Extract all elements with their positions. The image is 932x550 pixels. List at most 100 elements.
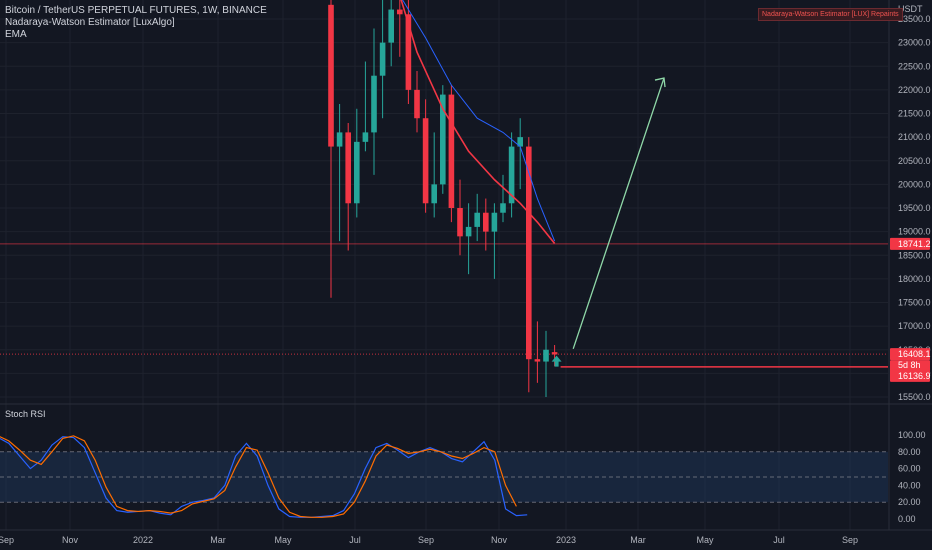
indicator-ema-label[interactable]: EMA: [5, 29, 27, 40]
chart-grid: [0, 0, 932, 531]
ema-line: [402, 0, 556, 242]
candle: [508, 132, 515, 218]
time-tick-label: Sep: [842, 535, 858, 545]
indicator-nadaraya-label[interactable]: Nadaraya-Watson Estimator [LuxAlgo]: [5, 17, 175, 28]
nadaraya-watson-line: [400, 0, 556, 244]
price-tick-label: 23000.0: [898, 38, 931, 48]
countdown-badge-bg: [890, 360, 930, 372]
candle: [440, 85, 446, 194]
price-tick-label: 20000.0: [898, 179, 931, 189]
time-tick-label: Nov: [62, 535, 79, 545]
last-price-badge-bg: [890, 348, 930, 361]
candle: [422, 99, 429, 213]
horizontal-levels: [0, 243, 888, 368]
price-tick-label: 21500.0: [898, 109, 931, 119]
stoch-rsi-axis: 100.00 80.00 60.00 40.00 20.00 0.00: [898, 430, 926, 524]
nadaraya-watson-path: [400, 0, 556, 244]
candle-body: [483, 212, 489, 232]
candle: [414, 70, 420, 133]
candle-body: [508, 146, 515, 204]
ema-path: [402, 0, 556, 242]
buy-signal-marker: [551, 355, 562, 367]
time-tick-label: Sep: [418, 535, 434, 545]
indicator-repaint-badge: Nadaraya-Watson Estimator [LUX] Repaints: [758, 8, 903, 21]
candle: [543, 330, 549, 397]
price-tick-label: 22000.0: [898, 85, 931, 95]
price-tick-label: 18000.0: [898, 274, 931, 284]
price-tick-label: 23500.0: [898, 14, 931, 24]
candle-body: [336, 132, 343, 147]
stoch-rsi-title[interactable]: Stoch RSI: [5, 409, 46, 419]
candle: [431, 132, 437, 218]
candle-body: [379, 42, 386, 76]
candle-body: [397, 9, 403, 15]
candle-body: [448, 94, 455, 208]
price-tick-label: 21000.0: [898, 132, 931, 142]
time-axis[interactable]: Sep Nov 2022 Mar May Jul Sep Nov 2023 Mar May Jul Se…: [0, 535, 858, 545]
stoch-rsi-band: [0, 451, 888, 503]
price-tick-label: 18500.0: [898, 250, 931, 260]
time-tick-label: Sep: [0, 535, 14, 545]
stoch-rsi-tick-label: 20.00: [898, 497, 921, 507]
candle: [371, 28, 377, 175]
stoch-rsi-tick-label: 60.00: [898, 464, 921, 474]
time-tick-label: May: [274, 535, 292, 545]
time-tick-label: Mar: [630, 535, 646, 545]
projection-arrow-head: [654, 77, 666, 88]
chart-legend: Bitcoin / TetherUS PERPETUAL FUTURES, 1W…: [5, 5, 267, 41]
time-tick-label: Jul: [773, 535, 785, 545]
candle: [483, 198, 489, 251]
stoch-rsi-tick-label: 100.00: [898, 430, 926, 440]
candle-body: [543, 349, 549, 362]
price-tick-label: 19000.0: [898, 227, 931, 237]
candle-body: [362, 132, 369, 142]
candle-body: [534, 359, 541, 362]
candlestick-series: [328, 0, 558, 397]
candle-body: [474, 212, 480, 227]
candle-body: [491, 212, 498, 232]
candle: [362, 61, 369, 152]
candle-body: [405, 14, 412, 90]
candle-body: [500, 203, 506, 213]
candle-body: [422, 118, 429, 204]
time-tick-label: 2022: [133, 535, 153, 545]
candle-body: [414, 89, 420, 119]
candle-body: [345, 132, 351, 204]
symbol-title[interactable]: Bitcoin / TetherUS PERPETUAL FUTURES, 1W…: [5, 5, 267, 16]
candle: [457, 179, 463, 256]
candle: [345, 122, 351, 251]
candle: [517, 118, 523, 190]
stoch-rsi-series: [0, 435, 528, 518]
last-price-badge: 16408.1: [898, 349, 931, 359]
time-tick-label: 2023: [556, 535, 576, 545]
candle-body: [526, 146, 532, 360]
stoch-rsi-tick-label: 0.00: [898, 514, 916, 524]
stoch-rsi-tick-label: 40.00: [898, 480, 921, 490]
candle-body: [440, 94, 446, 185]
candle: [474, 193, 480, 242]
stoch-rsi-tick-label: 80.00: [898, 447, 921, 457]
candle-body: [465, 226, 472, 237]
candle: [328, 0, 334, 298]
candle: [397, 0, 403, 57]
candle-body: [388, 9, 394, 43]
price-tick-label: 22500.0: [898, 61, 931, 71]
candle: [465, 203, 472, 275]
support-badge-bg: [890, 369, 930, 382]
candle: [388, 0, 394, 67]
support-badge: 16136.9: [898, 371, 931, 381]
price-axis-unit: USDT: [898, 4, 923, 14]
candle-body: [354, 141, 360, 204]
price-tick-label: 17500.0: [898, 298, 931, 308]
price-tick-label: 20500.0: [898, 156, 931, 166]
candle-body: [457, 208, 463, 237]
candle: [448, 85, 455, 223]
countdown-badge: 5d 8h: [898, 360, 921, 370]
candle: [379, 0, 386, 119]
candle: [354, 108, 360, 218]
projection-arrow-shaft: [572, 77, 665, 350]
resistance-badge-bg: [890, 237, 930, 250]
